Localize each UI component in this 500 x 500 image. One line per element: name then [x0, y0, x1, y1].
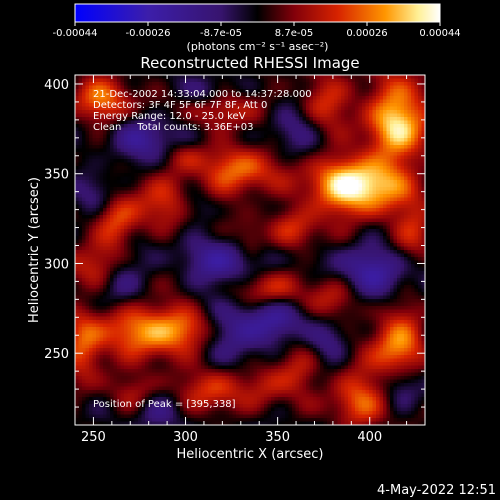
x-tick-label: 300 [173, 430, 198, 445]
plot-frame [74, 74, 426, 426]
x-tick-label: 250 [81, 430, 106, 445]
footer-timestamp: 4-May-2022 12:51 [377, 483, 496, 498]
observation-annotations: 21-Dec-2002 14:33:04.000 to 14:37:28.000… [93, 89, 312, 410]
colorbar-unit-label: (photons cm⁻² s⁻¹ asec⁻²) [187, 40, 329, 53]
y-tick-label: 250 [44, 347, 69, 362]
heatmap-image [75, 75, 425, 425]
colorbar-tick-label: -0.00044 [53, 28, 98, 39]
annotation-detectors: Detectors: 3F 4F 5F 6F 7F 8F, Att 0 [93, 100, 267, 111]
colorbar: -0.00044 -0.00026 -8.7e-05 8.7e-05 0.00026 0.… [53, 3, 461, 53]
annotation-energy-range: Energy Range: 12.0 - 25.0 keV [93, 111, 246, 122]
colorbar-tick-label: -0.00026 [126, 28, 171, 39]
y-tick-label: 400 [44, 78, 69, 93]
chart-title: Reconstructed RHESSI Image [140, 54, 359, 72]
colorbar-tick-label: 8.7e-05 [275, 28, 313, 39]
colorbar-tick-label: -8.7e-05 [200, 28, 242, 39]
x-tick-labels: 250 300 350 400 [81, 430, 382, 445]
x-tick-label: 400 [357, 430, 382, 445]
colorbar-frame [74, 3, 441, 23]
y-tick-label: 350 [44, 168, 69, 183]
y-axis-label: Heliocentric Y (arcsec) [27, 177, 42, 323]
colorbar-tick-labels: -0.00044 -0.00026 -8.7e-05 8.7e-05 0.00026 0.… [53, 28, 461, 39]
colorbar-tick-label: 0.00044 [419, 28, 460, 39]
x-tick-label: 350 [265, 430, 290, 445]
axis-ticks [74, 75, 426, 426]
colorbar-ticks [74, 22, 441, 26]
annotation-peak-position: Position of Peak = [395,338] [93, 399, 236, 410]
annotation-clean-counts: Clean Total counts: 3.36E+03 [93, 122, 253, 133]
colorbar-tick-label: 0.00026 [346, 28, 387, 39]
colorbar-strip [75, 4, 440, 22]
y-tick-label: 300 [44, 257, 69, 272]
y-tick-labels: 250 300 350 400 [44, 78, 69, 362]
x-axis-label: Heliocentric X (arcsec) [177, 447, 324, 462]
annotation-time-range: 21-Dec-2002 14:33:04.000 to 14:37:28.000 [93, 89, 312, 100]
